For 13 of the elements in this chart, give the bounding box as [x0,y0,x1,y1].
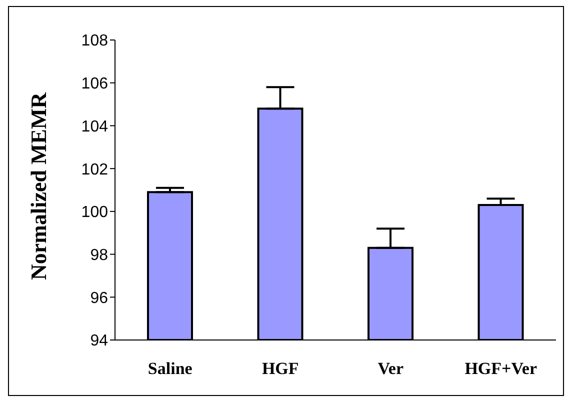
y-tick-label: 100 [81,204,108,222]
y-tick-label: 106 [81,76,108,93]
x-tick-label: Saline [148,359,193,378]
y-tick-label: 108 [81,32,108,50]
y-tick-label: 102 [81,161,108,178]
y-tick-label: 104 [81,118,108,136]
x-tick-label: HGF [262,359,299,378]
y-tick-label: 96 [90,290,108,307]
y-tick-label: 98 [90,246,108,264]
y-tick-label: 94 [90,332,108,350]
x-tick-label: Ver [378,359,404,378]
y-axis-title: Normalized MEMR [26,91,51,280]
x-tick-label: HGF+Ver [464,359,538,378]
